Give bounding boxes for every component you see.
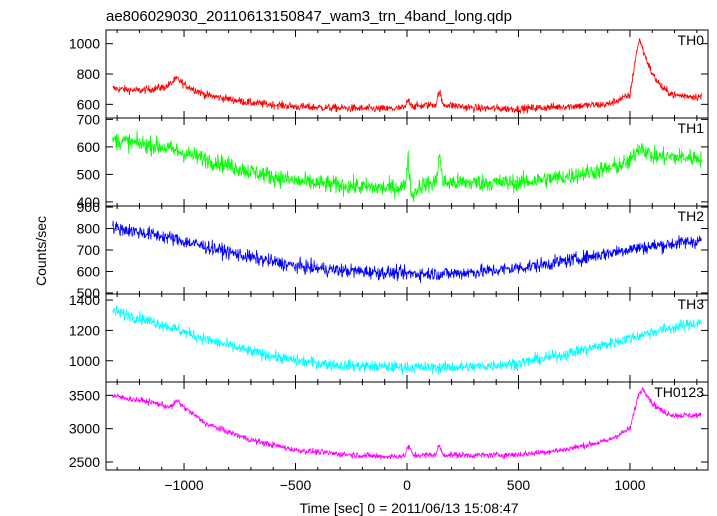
series-th0123-line (112, 386, 702, 460)
series-label-th3: TH3 (678, 296, 705, 312)
y-tick-label: 600 (77, 263, 101, 279)
y-tick-label: 500 (77, 166, 101, 182)
series-th0-line (112, 38, 702, 114)
y-tick-label: 600 (77, 139, 101, 155)
series-th1-line (112, 130, 702, 203)
y-tick-label: 400 (77, 194, 101, 210)
series-th2-line (112, 220, 702, 283)
x-tick-label: 1000 (614, 477, 645, 493)
x-tick-label: 500 (507, 477, 531, 493)
y-tick-label: 900 (77, 199, 101, 215)
y-tick-label: 3000 (69, 421, 100, 437)
y-tick-label: 1000 (69, 36, 100, 52)
y-tick-label: 1200 (69, 322, 100, 338)
panel-frame-th2 (105, 205, 709, 295)
chart-title: ae806029030_20110613150847_wam3_trn_4ban… (106, 8, 512, 25)
x-tick-label: −1000 (164, 477, 204, 493)
y-tick-label: 800 (77, 221, 101, 237)
x-axis-label: Time [sec] 0 = 2011/06/13 15:08:47 (299, 500, 518, 516)
series-label-th0123: TH0123 (654, 384, 704, 400)
series-label-th1: TH1 (678, 120, 705, 136)
y-tick-label: 700 (77, 111, 101, 127)
y-tick-label: 1400 (69, 292, 100, 308)
y-tick-label: 3500 (69, 387, 100, 403)
x-tick-label: 0 (403, 477, 411, 493)
series-label-th2: TH2 (678, 208, 705, 224)
panel-frame-th0123 (105, 381, 709, 471)
y-tick-label: 2500 (69, 454, 100, 470)
panel-frame-th1 (105, 117, 709, 207)
y-tick-label: 800 (77, 66, 101, 82)
y-tick-label: 1000 (69, 353, 100, 369)
y-axis-label: Counts/sec (33, 216, 49, 286)
x-tick-label: −500 (280, 477, 312, 493)
y-tick-label: 700 (77, 242, 101, 258)
panel-frame-th0 (105, 29, 709, 119)
y-tick-label: 500 (77, 285, 101, 301)
series-label-th0: TH0 (678, 32, 705, 48)
y-tick-label: 600 (77, 96, 101, 112)
series-th3-line (112, 305, 702, 375)
